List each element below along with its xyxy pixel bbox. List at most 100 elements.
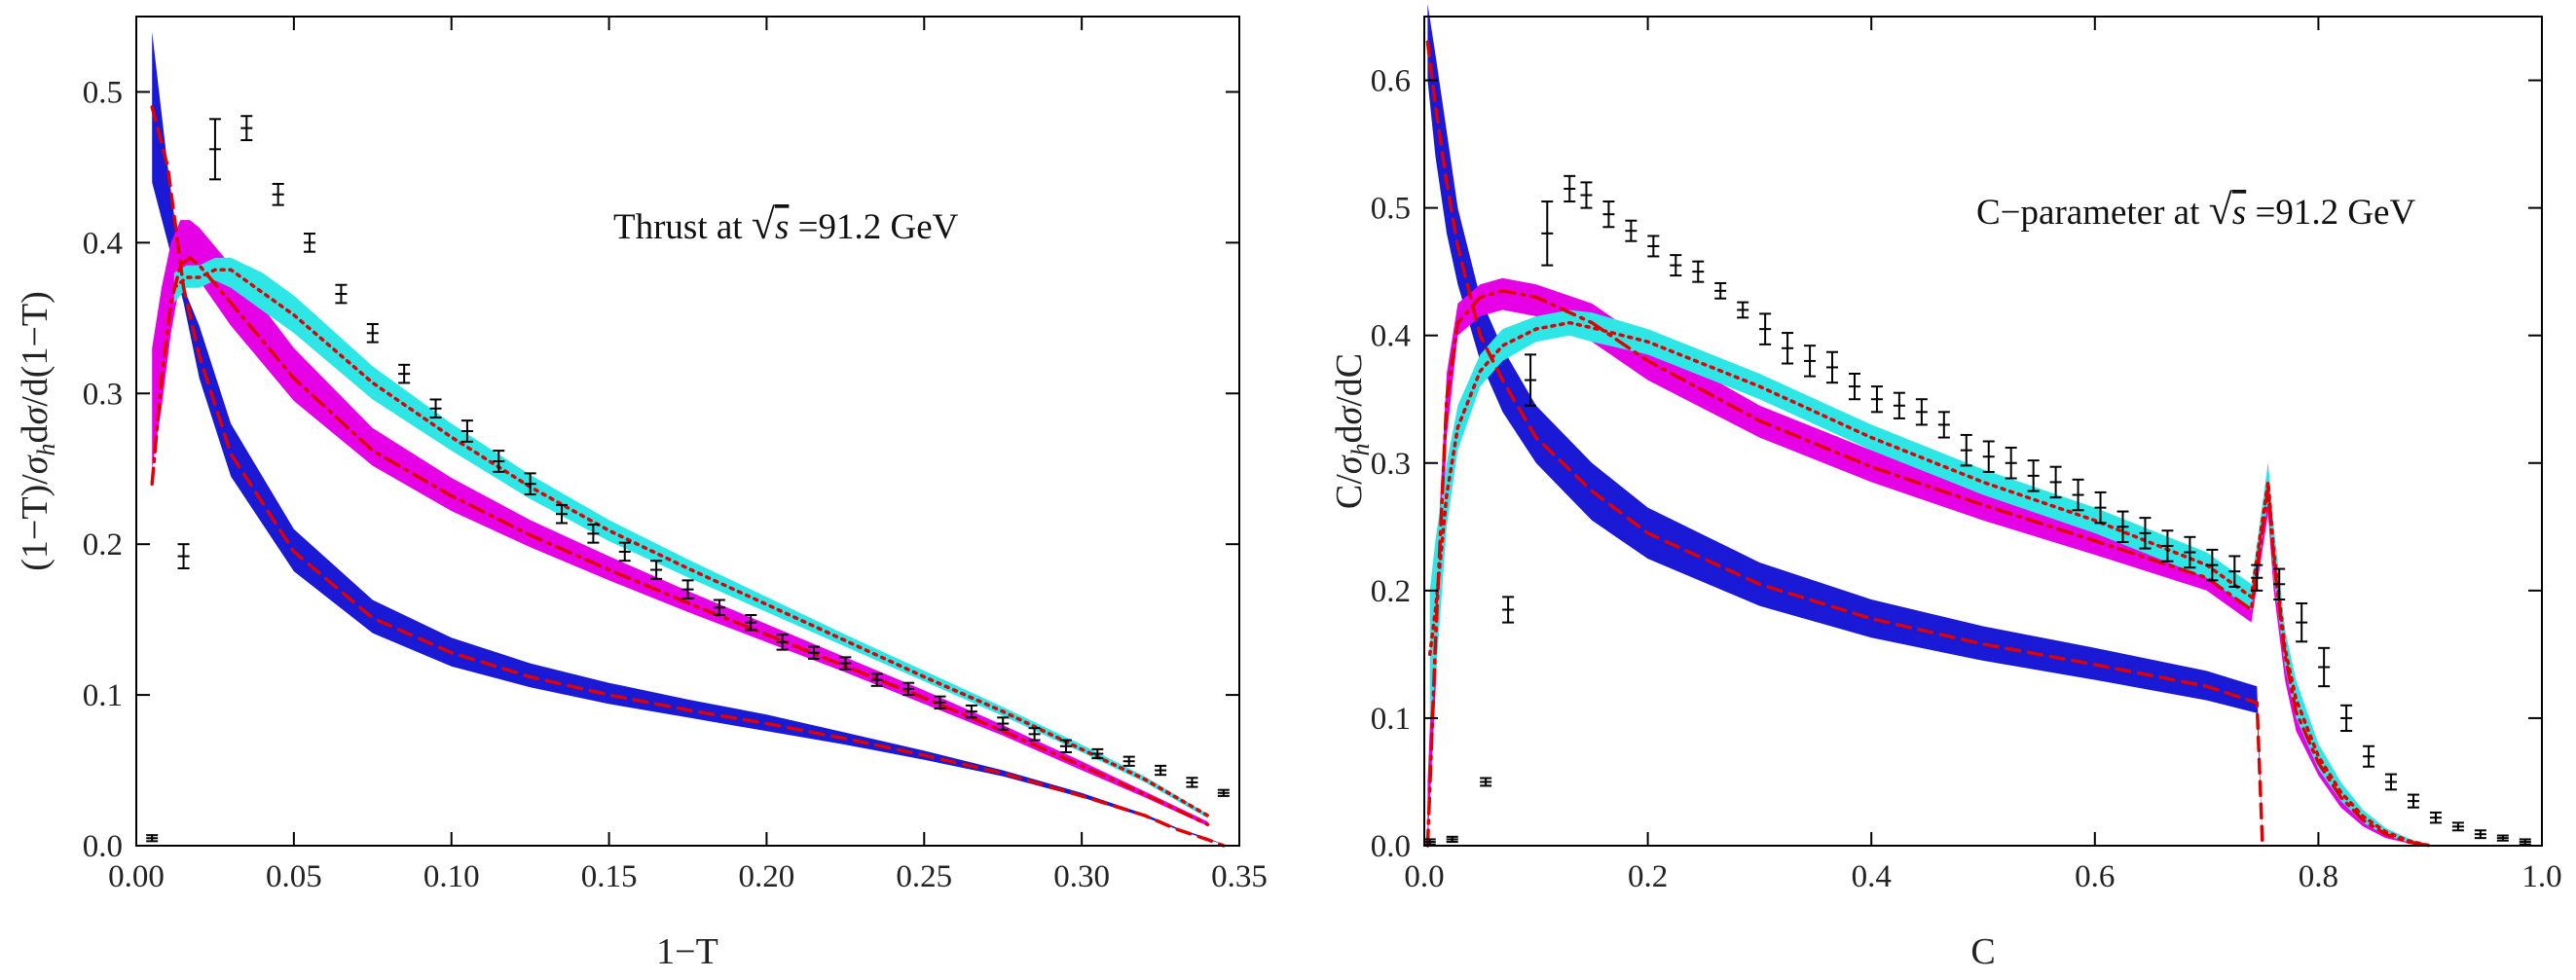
- data-point: [1059, 739, 1072, 753]
- data-point: [997, 716, 1010, 731]
- cparam-x-axis-label: C: [1970, 931, 1995, 972]
- data-point: [366, 323, 379, 344]
- y-tick-label: 0.2: [1371, 574, 1411, 609]
- y-tick-label: 0.3: [83, 377, 123, 412]
- data-point: [304, 233, 316, 253]
- data-point: [1692, 260, 1705, 283]
- data-point: [1525, 353, 1537, 407]
- data-point: [2474, 829, 2486, 840]
- data-point: [2228, 555, 2241, 588]
- y-tick-label: 0.1: [1371, 702, 1411, 737]
- data-point: [2049, 465, 2062, 499]
- data-point: [240, 115, 253, 142]
- thrust-data-points: [146, 115, 1230, 843]
- data-point: [2116, 510, 2129, 544]
- y-tick-label: 0.6: [1371, 64, 1411, 99]
- data-point: [1804, 345, 1817, 378]
- data-point: [2139, 517, 2152, 550]
- data-point: [1502, 596, 1515, 624]
- cparam-red-dash-dot-curve: [1425, 289, 2432, 848]
- data-point: [398, 363, 411, 384]
- data-point: [839, 656, 852, 671]
- data-point: [524, 472, 536, 496]
- cparam-red-dashed-curve: [1425, 40, 2264, 848]
- thrust-ticks: 0.00 0.05 0.10 0.15 0.20 0.25 0.30 0.35 0.0 0.1 0.…: [83, 17, 1268, 894]
- data-point: [902, 681, 915, 697]
- data-point: [1915, 398, 1928, 426]
- data-point: [2429, 811, 2442, 824]
- data-point: [460, 419, 473, 443]
- y-tick-label: 0.0: [83, 829, 123, 864]
- sqrt-variable: s: [775, 207, 789, 247]
- data-point: [618, 541, 631, 563]
- data-point: [177, 543, 190, 569]
- data-point: [587, 524, 600, 544]
- data-point: [2407, 793, 2419, 809]
- x-tick-label: 0.2: [1628, 859, 1668, 894]
- y-tick-label: 0.4: [1371, 319, 1411, 354]
- data-point: [1028, 727, 1041, 742]
- x-tick-label: 1.0: [2521, 859, 2561, 894]
- sqrt-symbol: √: [2209, 186, 2233, 234]
- data-point: [1541, 200, 1554, 267]
- data-point: [1446, 835, 1458, 844]
- x-tick-label: 0.4: [1852, 859, 1892, 894]
- data-point: [650, 560, 663, 580]
- data-point: [1564, 174, 1576, 203]
- data-point: [1960, 433, 1972, 467]
- data-point: [1580, 181, 1593, 209]
- data-point: [2318, 646, 2331, 688]
- y-tick-label: 0.4: [83, 226, 123, 261]
- data-point: [1670, 254, 1682, 277]
- x-tick-label: 0.8: [2299, 859, 2338, 894]
- y-tick-label: 0.5: [83, 75, 123, 110]
- data-point: [2206, 548, 2219, 582]
- cparam-annotation-prefix: C−parameter at: [1976, 193, 2200, 233]
- cparam-bands: [1427, 3, 2431, 846]
- thrust-x-axis-label: 1−T: [656, 931, 718, 972]
- data-point: [1737, 301, 1749, 319]
- data-point: [1091, 747, 1104, 760]
- thrust-annotation-suffix: =91.2 GeV: [798, 207, 959, 247]
- thrust-annotation-prefix: Thrust at: [613, 207, 743, 247]
- data-point: [1870, 385, 1883, 414]
- thrust-bands: [152, 31, 1224, 845]
- data-point: [493, 450, 505, 473]
- data-point: [870, 672, 883, 687]
- y-tick-label: 0.2: [83, 527, 123, 563]
- data-point: [1848, 373, 1860, 401]
- data-point: [776, 634, 789, 651]
- thrust-y-axis-label: (1−T)/σhdσ/d(1−T): [15, 291, 60, 571]
- thrust-annotation: Thrust at √s =91.2 GeV: [613, 200, 959, 248]
- thrust-chart: 0.00 0.05 0.10 0.15 0.20 0.25 0.30 0.35 0.0 0.1 0.…: [15, 16, 1268, 972]
- data-point: [2184, 535, 2196, 569]
- data-point: [1122, 755, 1135, 767]
- data-point: [1186, 777, 1198, 788]
- x-tick-label: 0.0: [1404, 859, 1444, 894]
- cparam-curves: [1425, 40, 2432, 848]
- x-tick-label: 0.15: [581, 859, 638, 894]
- x-tick-label: 0.00: [108, 859, 165, 894]
- data-point: [429, 398, 442, 419]
- thrust-red-dashed-curve: [150, 105, 1226, 848]
- y-tick-label: 0.1: [83, 678, 123, 713]
- data-point: [2027, 459, 2040, 492]
- data-point: [1625, 219, 1638, 242]
- data-point: [2251, 563, 2263, 592]
- sqrt-symbol: √: [752, 200, 776, 248]
- data-point: [1982, 440, 1995, 473]
- x-tick-label: 0.30: [1053, 859, 1110, 894]
- x-tick-label: 0.05: [266, 859, 322, 894]
- data-point: [2496, 834, 2509, 842]
- cparam-ticks: 0.0 0.2 0.4 0.6 0.8 1.0 0.0 0.1 0.2 0.3 0.4 0.5 0.6: [1371, 17, 2562, 894]
- data-point: [2451, 821, 2464, 832]
- cparam-annotation-suffix: =91.2 GeV: [2255, 193, 2415, 233]
- data-point: [272, 182, 284, 206]
- x-tick-label: 0.25: [896, 859, 952, 894]
- data-point: [934, 695, 946, 710]
- data-point: [1893, 391, 1905, 419]
- data-point: [745, 613, 757, 632]
- data-point: [2340, 704, 2353, 733]
- data-point: [2273, 567, 2286, 601]
